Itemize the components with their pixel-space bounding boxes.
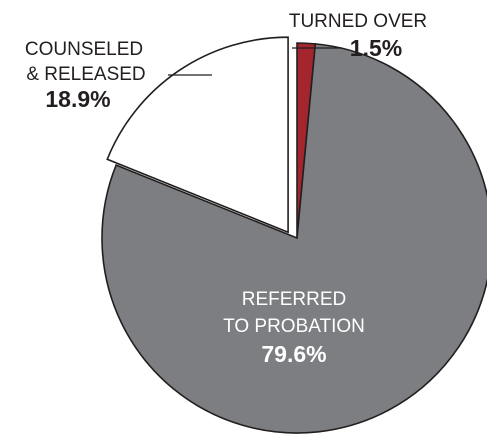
referred-label-line-2: TO PROBATION <box>223 316 365 337</box>
pie-slices <box>101 36 487 434</box>
slice-referred-to-probation <box>101 42 487 434</box>
referred-value: 79.6% <box>261 341 326 367</box>
turned-over-label: TURNED OVER <box>289 11 427 32</box>
turned-over-value: 1.5% <box>350 35 402 61</box>
slice-counseled-released <box>106 36 289 234</box>
counseled-label-line-1: COUNSELED <box>25 39 143 60</box>
counseled-value: 18.9% <box>45 86 110 112</box>
referred-label-line-1: REFERRED <box>242 289 347 310</box>
counseled-label-line-2: & RELEASED <box>26 64 145 85</box>
